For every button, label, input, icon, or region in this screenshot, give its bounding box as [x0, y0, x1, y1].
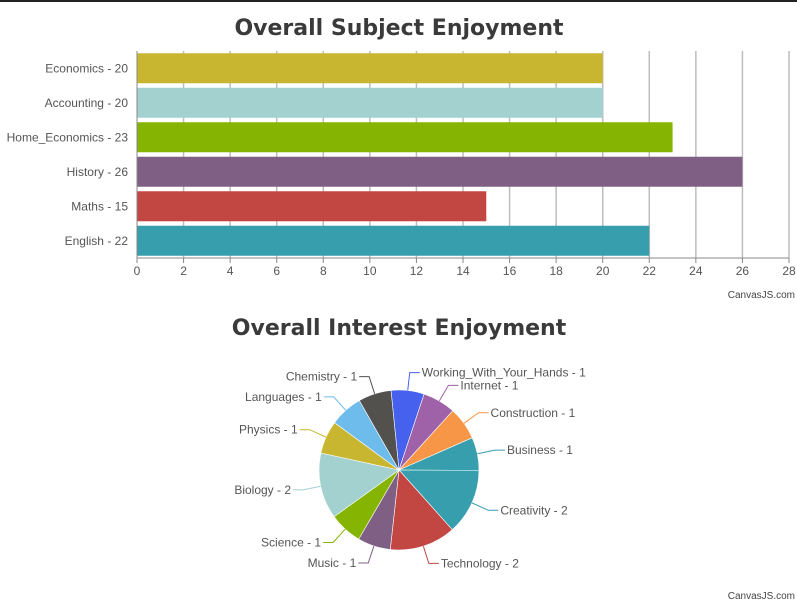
pie-chart-title: Overall Interest Enjoyment	[232, 316, 567, 341]
pie-label-connector	[438, 384, 459, 402]
pie-slice-label: Languages - 1	[245, 390, 322, 404]
pie-chart-slices	[318, 389, 480, 551]
pie-slice-label: Construction - 1	[491, 406, 576, 420]
x-tick-label: 6	[273, 264, 280, 278]
x-tick-label: 0	[134, 264, 141, 278]
pie-chart-credit[interactable]: CanvasJS.com	[728, 591, 795, 602]
pie-label-connector	[323, 528, 346, 544]
bar-chart-title: Overall Subject Enjoyment	[234, 16, 564, 41]
y-category-label: History - 26	[67, 165, 129, 179]
x-tick-label: 4	[227, 264, 234, 278]
pie-label-connector	[323, 396, 347, 411]
pie-slice-label: Chemistry - 1	[286, 370, 358, 384]
pie-label-connector	[422, 546, 439, 564]
bar[interactable]	[137, 191, 487, 222]
pie-slice-label: Creativity - 2	[500, 503, 568, 517]
pie-slice-label: Internet - 1	[460, 378, 518, 392]
pie-label-connector	[359, 376, 376, 394]
pie-label-connector	[293, 485, 321, 491]
bar-chart-x-axis: 0 2 4 6 8 10 12 14 16 18 20 22 24 26 28	[134, 51, 796, 278]
x-tick-label: 24	[689, 264, 703, 278]
y-category-label: Maths - 15	[71, 199, 128, 213]
pie-slice-label: Working_With_Your_Hands - 1	[422, 366, 586, 380]
pie-slice-label: Technology - 2	[441, 556, 519, 570]
pie-label-connector	[463, 412, 489, 424]
bar-chart-bars	[137, 53, 743, 256]
pie-slice[interactable]	[389, 469, 453, 551]
window-top-border	[0, 0, 797, 2]
bar[interactable]	[137, 53, 603, 84]
bar[interactable]	[137, 122, 673, 153]
x-tick-label: 2	[180, 264, 187, 278]
x-tick-label: 28	[782, 264, 796, 278]
x-tick-label: 14	[456, 264, 470, 278]
pie-slice[interactable]	[398, 469, 480, 531]
bar[interactable]	[137, 87, 603, 118]
x-tick-label: 26	[736, 264, 750, 278]
x-tick-label: 18	[549, 264, 563, 278]
pie-slice[interactable]	[318, 452, 400, 518]
pie-slice-label: Biology - 2	[234, 483, 291, 497]
x-tick-label: 22	[643, 264, 657, 278]
pie-label-connector	[299, 429, 327, 438]
x-tick-label: 12	[410, 264, 424, 278]
pie-label-connector	[358, 545, 375, 564]
x-tick-label: 10	[363, 264, 377, 278]
bar[interactable]	[137, 225, 650, 256]
pie-slice-label: Physics - 1	[239, 423, 298, 437]
pie-chart: Overall Interest Enjoyment Working_With_…	[232, 316, 795, 602]
pie-label-connector	[477, 449, 505, 455]
y-category-label: Accounting - 20	[45, 96, 129, 110]
pie-slice-label: Music - 1	[308, 556, 357, 570]
bar-chart-credit[interactable]: CanvasJS.com	[728, 290, 795, 301]
y-category-label: English - 22	[65, 234, 129, 248]
x-tick-label: 16	[503, 264, 517, 278]
bar-chart-category-labels: English - 22 Maths - 15 History - 26 Home_E…	[7, 61, 129, 248]
pie-slice-label: Business - 1	[507, 443, 573, 457]
x-tick-label: 8	[320, 264, 327, 278]
pie-label-connector	[407, 372, 420, 391]
pie-label-connector	[471, 502, 499, 511]
bar-chart-gridlines	[182, 51, 790, 258]
y-category-label: Home_Economics - 23	[7, 130, 129, 144]
bar[interactable]	[137, 156, 743, 187]
pie-slice[interactable]	[358, 390, 400, 471]
y-category-label: Economics - 20	[45, 61, 128, 75]
pie-slice-label: Science - 1	[261, 536, 321, 550]
x-tick-label: 20	[596, 264, 610, 278]
bar-chart: Overall Subject Enjoyment English - 22 Ma…	[7, 16, 796, 301]
